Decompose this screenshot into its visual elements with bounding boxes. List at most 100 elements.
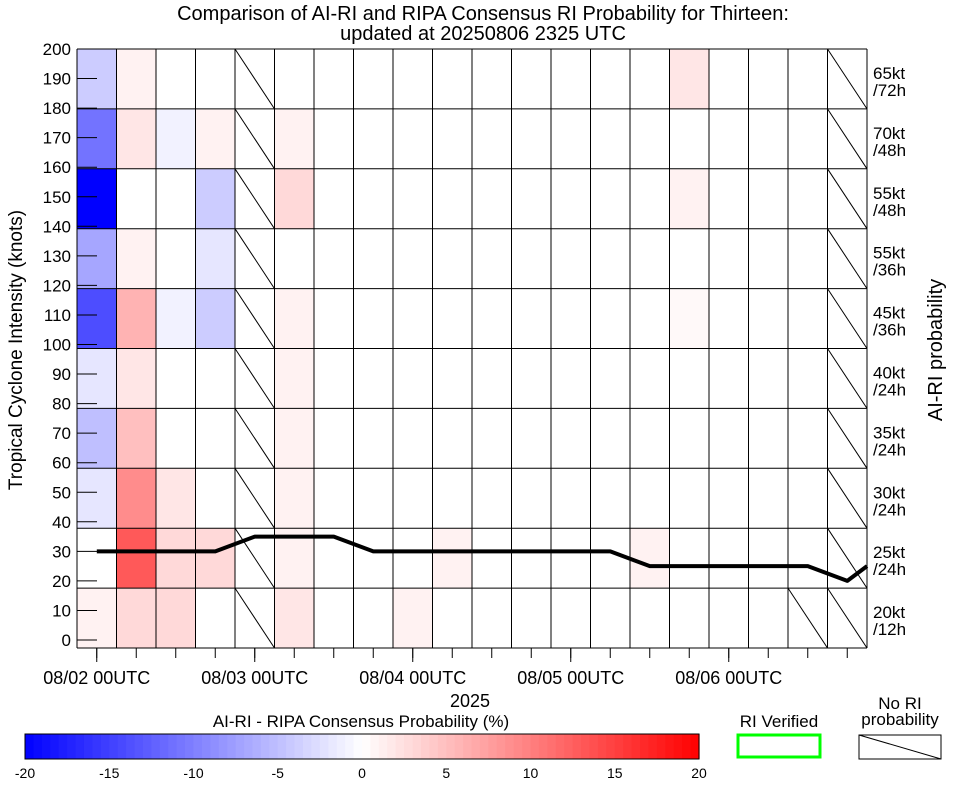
colorbar-tick-label: -10	[183, 765, 203, 781]
heatmap-cell	[472, 228, 512, 289]
colorbar-tick-label: 5	[442, 765, 450, 781]
colorbar-segment	[33, 734, 43, 759]
row-label-line2: /24h	[873, 381, 906, 400]
colorbar-segment	[446, 734, 456, 759]
heatmap-cell	[669, 49, 709, 109]
heatmap-cell	[788, 108, 828, 169]
row-label-line2: /48h	[873, 141, 906, 160]
colorbar-segment	[606, 734, 616, 759]
heatmap-cell	[314, 408, 354, 469]
heatmap-cell	[551, 288, 591, 349]
y-tick-label: 120	[43, 276, 71, 295]
colorbar-segment	[100, 734, 110, 759]
heatmap-cell	[511, 348, 551, 409]
heatmap-cell	[116, 348, 156, 409]
heatmap-cell	[709, 288, 749, 349]
heatmap-cell	[748, 288, 788, 349]
heatmap-cell	[353, 288, 393, 349]
heatmap-cell	[748, 588, 788, 648]
row-label-line2: /36h	[873, 321, 906, 340]
heatmap-cell	[669, 408, 709, 469]
heatmap-cell	[472, 288, 512, 349]
heatmap-cell	[472, 108, 512, 169]
colorbar-segment	[151, 734, 161, 759]
heatmap-cell	[551, 588, 591, 648]
colorbar-segment	[589, 734, 599, 759]
y-tick-label: 110	[44, 306, 71, 325]
row-label-line1: 30kt	[873, 483, 905, 502]
colorbar-segment	[25, 734, 35, 759]
heatmap-cell	[472, 168, 512, 229]
heatmap-cell	[353, 468, 393, 529]
no-ri-diagonal	[827, 348, 868, 409]
heatmap-cell	[156, 588, 196, 648]
colorbar-segment	[665, 734, 675, 759]
colorbar-segment	[277, 734, 287, 759]
ri-verified-label: RI Verified	[740, 712, 818, 731]
no-ri-diagonal	[827, 288, 868, 349]
heatmap-cell	[274, 468, 314, 529]
colorbar-segment	[640, 734, 650, 759]
heatmap-cell	[511, 588, 551, 648]
y-tick-label: 160	[43, 158, 71, 177]
heatmap-cell	[274, 288, 314, 349]
heatmap-cell	[748, 49, 788, 109]
heatmap-cell	[432, 348, 472, 409]
no-ri-diagonal	[827, 168, 868, 229]
heatmap-cell	[590, 108, 630, 169]
heatmap-cell	[393, 348, 433, 409]
heatmap-cell	[511, 288, 551, 349]
colorbar-segment	[134, 734, 144, 759]
colorbar-segment	[538, 734, 548, 759]
heatmap-cell	[551, 108, 591, 169]
row-label-line1: 65kt	[873, 64, 905, 83]
y-tick-label: 30	[52, 542, 71, 561]
intensity-line	[96, 534, 869, 583]
heatmap-cell	[551, 228, 591, 289]
heatmap-cell	[709, 108, 749, 169]
colorbar-segment	[362, 734, 372, 759]
colorbar-segment	[555, 734, 565, 759]
heatmap-cell	[669, 348, 709, 409]
heatmap-cell	[551, 468, 591, 529]
heatmap-cell	[511, 228, 551, 289]
heatmap-cell	[195, 468, 235, 529]
no-ri-diagonal	[827, 408, 868, 469]
colorbar-segment	[547, 734, 557, 759]
heatmap-cell	[156, 528, 196, 589]
heatmap-cell	[353, 108, 393, 169]
no-ri-swatch-diagonal	[858, 734, 942, 760]
heatmap-cell	[77, 528, 117, 589]
colorbar-segment	[437, 734, 447, 759]
heatmap-cell	[748, 228, 788, 289]
intensity-line-layer	[96, 534, 869, 583]
y-tick-label: 170	[43, 129, 71, 148]
no-ri-diagonal	[827, 587, 868, 649]
row-label-line2: /72h	[873, 81, 906, 100]
no-ri-diagonal	[234, 288, 275, 349]
heatmap-cell	[156, 348, 196, 409]
colorbar-segment	[218, 734, 228, 759]
no-ri-diagonal	[827, 527, 868, 589]
heatmap-cell	[156, 108, 196, 169]
heatmap-cell	[393, 528, 433, 589]
heatmap-cell	[116, 228, 156, 289]
row-label-line1: 70kt	[873, 124, 905, 143]
heatmap-cell	[156, 288, 196, 349]
heatmap-cell	[709, 168, 749, 229]
heatmap-cell	[788, 468, 828, 529]
heatmap-cell	[511, 408, 551, 469]
heatmap-cell	[314, 288, 354, 349]
colorbar-segment	[522, 734, 532, 759]
no-ri-diagonal	[827, 228, 868, 289]
x-tick-label: 08/04 00UTC	[359, 668, 466, 688]
colorbar-segment	[572, 734, 582, 759]
no-ri-diagonal	[787, 587, 828, 649]
heatmap-cell	[116, 468, 156, 529]
heatmap-cell	[432, 108, 472, 169]
colorbar-segment	[387, 734, 397, 759]
heatmap-cell	[590, 468, 630, 529]
y-tick-label: 40	[52, 513, 71, 532]
heatmap-cell	[393, 168, 433, 229]
colorbar-segment	[673, 734, 683, 759]
